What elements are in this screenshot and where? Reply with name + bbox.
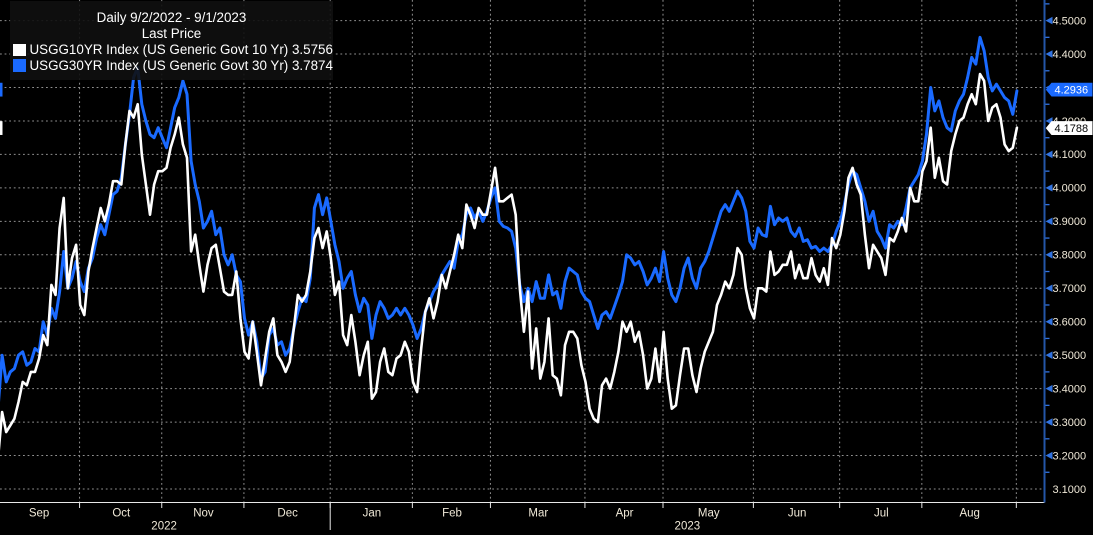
x-gridlines <box>79 0 1017 503</box>
x-month-label: Mar <box>528 508 548 520</box>
usgg30yr-swatch-icon <box>13 59 26 72</box>
legend-box: Daily 9/2/2022 - 9/1/2023 Last Price USG… <box>10 1 333 80</box>
x-year-label: 2022 <box>151 521 177 533</box>
y-tick-label: 4.0000 <box>1053 183 1087 195</box>
x-month-label: Nov <box>193 508 214 520</box>
usgg30yr-label: USGG30YR Index (US Generic Govt 30 Yr) <box>29 57 289 73</box>
y-tick-label: 4.4000 <box>1053 49 1087 61</box>
x-month-label: Jun <box>788 508 807 520</box>
y-major-tick-arrow <box>1045 418 1053 426</box>
y-major-tick-arrow <box>1045 317 1053 326</box>
y-major-tick-arrow <box>1045 184 1053 192</box>
usgg10yr-value: 3.5756 <box>291 41 333 57</box>
y-tick-label: 4.5000 <box>1053 15 1087 27</box>
y-major-tick-arrow <box>1045 16 1053 25</box>
x-month-label: Oct <box>112 508 131 520</box>
legend-item-usgg10yr[interactable]: USGG10YR Index (US Generic Govt 10 Yr) 3… <box>10 42 333 58</box>
series-usgg10yr-line[interactable] <box>0 72 1019 459</box>
usgg10yr-swatch-icon <box>13 43 26 57</box>
y-tick-label: 3.9000 <box>1053 216 1087 228</box>
last-price-tags: 4.2936 4.1788 <box>0 82 1093 135</box>
y-major-tick-arrow <box>1045 150 1053 159</box>
usgg10yr-last-price-tag <box>1045 121 1093 135</box>
y-tick-label: 3.4000 <box>1053 383 1087 395</box>
y-tick-label: 4.1000 <box>1053 149 1087 161</box>
y-major-tick-arrow <box>1045 50 1053 58</box>
y-tick-label: 3.6000 <box>1053 317 1087 329</box>
series-lines <box>0 35 1019 459</box>
x-month-label: Sep <box>29 508 49 520</box>
usgg10yr-left-tag-stub <box>0 121 3 135</box>
usgg30yr-value: 3.7874 <box>291 57 333 73</box>
usgg30yr-left-tag-stub <box>0 82 3 97</box>
x-month-label: Feb <box>442 508 462 520</box>
legend-item-usgg30yr[interactable]: USGG30YR Index (US Generic Govt 30 Yr) 3… <box>10 58 333 74</box>
usgg10yr-label: USGG10YR Index (US Generic Govt 10 Yr) <box>29 41 289 57</box>
y-major-tick-arrow <box>1045 451 1053 460</box>
y-tick-label: 3.8000 <box>1053 250 1087 262</box>
x-year-label: 2023 <box>675 521 701 533</box>
x-month-label: Apr <box>616 508 634 520</box>
chart-subtitle: Last Price <box>141 25 202 41</box>
y-major-tick-arrow <box>1045 384 1053 393</box>
y-axis <box>1043 0 1053 503</box>
y-tick-label: 3.2000 <box>1053 450 1087 462</box>
x-axis: Sep Oct Nov Dec Jan Feb Mar Apr May Jun Jul Aug 2022… <box>0 502 1045 533</box>
y-tick-label: 3.3000 <box>1053 417 1087 429</box>
x-month-label: Jan <box>363 508 382 520</box>
x-month-label: Dec <box>277 508 298 520</box>
y-tick-label: 3.5000 <box>1053 350 1087 362</box>
x-month-label: May <box>698 508 720 520</box>
y-major-tick-arrow <box>1045 284 1053 293</box>
chart-title: Daily 9/2/2022 - 9/1/2023 <box>96 10 247 25</box>
x-month-label: Jul <box>874 508 889 520</box>
y-tick-label: 3.7000 <box>1053 283 1087 295</box>
usgg30yr-last-price-tag <box>1045 82 1093 97</box>
y-major-tick-arrow <box>1045 351 1053 359</box>
y-major-tick-arrow <box>1045 217 1053 226</box>
x-month-label: Aug <box>959 508 979 520</box>
y-tick-label: 3.1000 <box>1053 484 1087 496</box>
usgg30yr-last-price-text: 4.2936 <box>1055 85 1089 97</box>
usgg10yr-last-price-text: 4.1788 <box>1055 123 1089 135</box>
y-major-tick-arrow <box>1045 251 1053 259</box>
